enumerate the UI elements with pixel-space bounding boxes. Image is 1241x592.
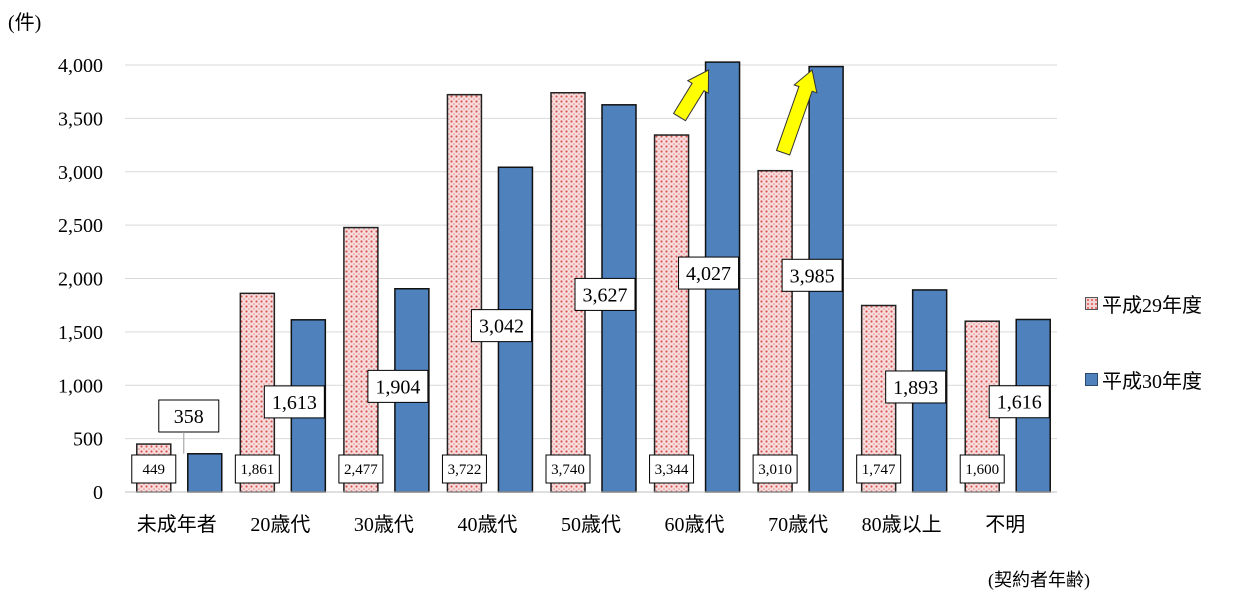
x-tick-label: 80歳以上 [862, 513, 942, 536]
data-label-h30: 1,893 [893, 377, 938, 399]
data-label-box-h30 [885, 370, 947, 404]
x-tick-label: 不明 [985, 514, 1025, 536]
legend-label-h30: 平成30年度 [1102, 370, 1202, 393]
bar-h29 [653, 134, 690, 493]
data-label-h30: 4,027 [686, 263, 731, 285]
data-label-box-h30 [367, 369, 429, 403]
legend-item-h30: 平成30年度 [1085, 366, 1202, 393]
data-label-h29: 449 [143, 462, 166, 478]
x-axis-title: (契約者年齢) [988, 570, 1090, 590]
y-tick-label: 3,000 [58, 162, 103, 184]
y-tick-label: 2,000 [58, 269, 103, 291]
y-tick-label: 500 [73, 429, 103, 451]
data-label-box-h30 [781, 258, 843, 292]
x-tick-label: 30歳代 [354, 513, 414, 536]
data-label-box-h29 [441, 454, 487, 484]
data-label-box-h30 [263, 385, 325, 419]
bar-h30 [187, 453, 223, 493]
data-label-h29: 3,740 [551, 462, 585, 478]
y-tick-label: 1,000 [58, 375, 103, 397]
data-label-h29: 3,344 [655, 462, 689, 478]
y-tick-label: 2,500 [58, 215, 103, 237]
y-axis-unit-label: (件) [8, 12, 42, 34]
data-label-box-h29 [959, 454, 1005, 484]
data-label-h30: 1,904 [375, 376, 420, 398]
bar-h29 [446, 93, 483, 493]
legend: 平成29年度 平成30年度 [1085, 290, 1202, 442]
data-label-h30: 3,042 [479, 316, 524, 338]
data-label-box-h29 [545, 454, 591, 484]
data-label-h29: 1,861 [240, 462, 274, 478]
data-label-h29: 1,600 [965, 462, 999, 478]
data-label-h29: 3,010 [758, 462, 792, 478]
legend-item-h29: 平成29年度 [1085, 290, 1202, 317]
data-label-box-h30 [470, 309, 532, 343]
data-label-box-h29 [234, 454, 280, 484]
legend-label-h29: 平成29年度 [1102, 294, 1202, 317]
x-tick-label: 60歳代 [665, 513, 725, 536]
x-tick-label: 40歳代 [457, 513, 517, 536]
bar-h29 [757, 169, 793, 493]
data-label-box-h29 [752, 454, 798, 484]
data-label-h30: 3,627 [583, 284, 628, 306]
data-label-h30: 358 [174, 406, 204, 428]
bar-h29 [343, 226, 379, 493]
x-tick-label: 70歳代 [768, 513, 828, 536]
data-label-h29: 1,747 [862, 462, 896, 478]
data-label-box-h30 [574, 277, 636, 311]
data-label-h29: 3,722 [448, 462, 482, 478]
data-label-box-h30 [988, 385, 1050, 419]
x-tick-label: 未成年者 [137, 513, 217, 536]
x-tick-label: 20歳代 [250, 513, 310, 536]
data-label-box-h29 [338, 454, 384, 484]
data-label-h30: 1,613 [272, 392, 317, 414]
data-label-h29: 2,477 [344, 462, 378, 478]
y-tick-label: 4,000 [58, 55, 103, 77]
data-label-box-h30 [678, 256, 740, 290]
y-tick-label: 3,500 [58, 108, 103, 130]
data-label-h30: 3,985 [790, 265, 835, 287]
legend-swatch-h29 [1085, 296, 1098, 310]
y-tick-label: 0 [93, 482, 103, 504]
highlight-arrow [775, 69, 818, 156]
legend-swatch-h30 [1085, 372, 1098, 386]
y-tick-label: 1,500 [58, 322, 103, 344]
x-tick-label: 50歳代 [561, 513, 621, 536]
data-label-box-h30 [158, 399, 220, 433]
data-label-box-h29 [649, 454, 695, 484]
data-label-h30: 1,616 [997, 392, 1042, 414]
highlight-arrow [672, 69, 710, 122]
data-label-box-h29 [856, 454, 902, 484]
data-label-box-h29 [131, 454, 177, 484]
